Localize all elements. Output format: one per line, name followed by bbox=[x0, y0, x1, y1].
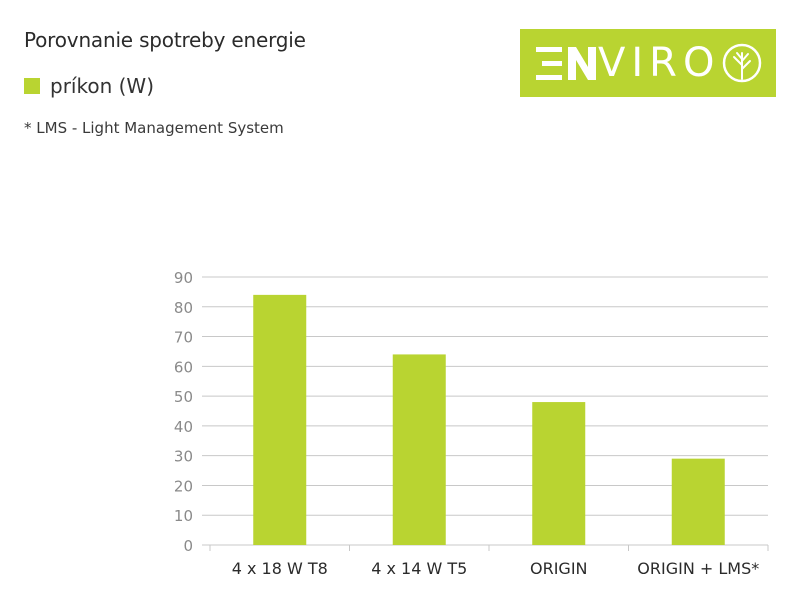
y-tick-label: 80 bbox=[174, 299, 193, 317]
logo-text: VIRO bbox=[598, 40, 721, 86]
y-tick-label: 70 bbox=[174, 329, 193, 347]
legend-label: príkon (W) bbox=[50, 74, 154, 98]
bar bbox=[671, 458, 725, 545]
x-category-label: 4 x 14 W T5 bbox=[371, 559, 467, 578]
x-category-label: 4 x 18 W T8 bbox=[232, 559, 328, 578]
legend: príkon (W) bbox=[24, 73, 154, 99]
tree-icon bbox=[722, 43, 762, 83]
page-title: Porovnanie spotreby energie bbox=[24, 28, 306, 52]
bar bbox=[253, 294, 307, 545]
y-tick-label: 10 bbox=[174, 507, 193, 525]
y-tick-label: 30 bbox=[174, 448, 193, 466]
y-tick-label: 40 bbox=[174, 418, 193, 436]
y-tick-label: 90 bbox=[174, 269, 193, 287]
y-tick-label: 60 bbox=[174, 358, 193, 376]
footnote-lms: * LMS - Light Management System bbox=[24, 119, 284, 137]
bar bbox=[392, 354, 446, 545]
y-tick-label: 20 bbox=[174, 477, 193, 495]
y-tick-label: 0 bbox=[183, 537, 193, 555]
x-category-label: ORIGIN bbox=[530, 559, 588, 578]
enviro-logo-mark bbox=[536, 43, 762, 83]
legend-swatch bbox=[24, 78, 40, 94]
bar bbox=[532, 402, 586, 545]
x-category-label: ORIGIN + LMS* bbox=[637, 559, 759, 578]
enviro-logo: VIRO bbox=[520, 29, 776, 97]
y-tick-label: 50 bbox=[174, 388, 193, 406]
